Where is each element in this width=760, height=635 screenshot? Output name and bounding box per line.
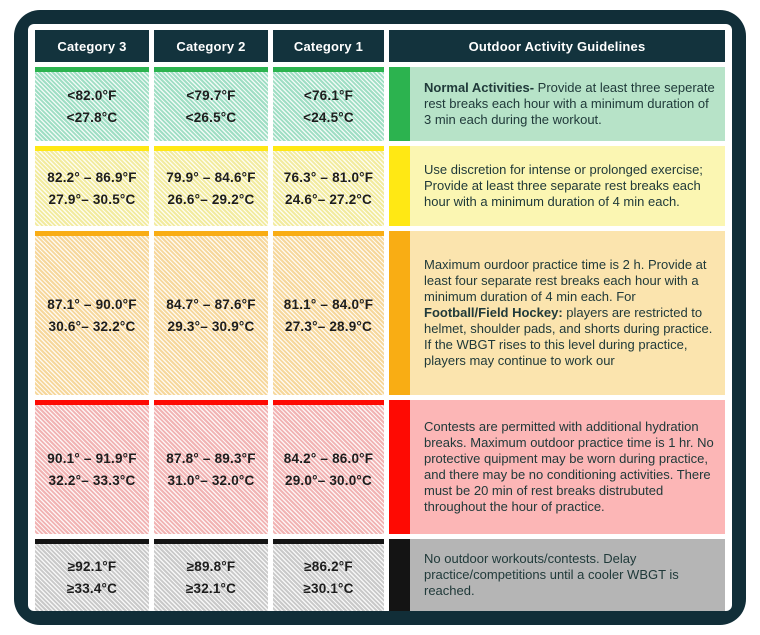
guideline-paragraph: Use discretion for intense or prolonged … [424,161,703,210]
guideline-cell-orange: Maximum ourdoor practice time is 2 h. Pr… [389,231,725,395]
temp-f: 79.9° – 84.6°F [166,169,256,185]
temp-c: 26.6°– 29.2°C [167,191,255,207]
wbgt-table: Category 3 Category 2 Category 1 Outdoor… [35,30,725,611]
temp-c: 30.6°– 32.2°C [48,318,136,334]
guideline-text-red: Contests are permitted with additional h… [410,400,725,534]
temp-f: 87.1° – 90.0°F [47,296,137,312]
header-category-3: Category 3 [35,30,149,62]
guideline-cell-red: Contests are permitted with additional h… [389,400,725,534]
guideline-text-black: No outdoor workouts/contests. Delay prac… [410,539,725,611]
temp-cell-orange-cat3: 87.1° – 90.0°F 30.6°– 32.2°C [35,231,149,395]
guideline-text-green: Normal Activities- Provide at least thre… [410,67,725,141]
header-category-2: Category 2 [154,30,268,62]
temp-f: ≥92.1°F [67,558,117,574]
guideline-paragraph: No outdoor workouts/contests. Delay prac… [424,550,679,599]
guideline-cell-black: No outdoor workouts/contests. Delay prac… [389,539,725,611]
temp-cell-green-cat3: <82.0°F <27.8°C [35,67,149,141]
guideline-paragraph: Maximum ourdoor practice time is 2 h. Pr… [424,256,713,369]
temp-cell-yellow-cat2: 79.9° – 84.6°F 26.6°– 29.2°C [154,146,268,226]
temp-cell-green-cat2: <79.7°F <26.5°C [154,67,268,141]
temp-cell-red-cat2: 87.8° – 89.3°F 31.0°– 32.0°C [154,400,268,534]
temp-f: <76.1°F [303,87,354,103]
temp-cell-yellow-cat3: 82.2° – 86.9°F 27.9°– 30.5°C [35,146,149,226]
temp-c: <27.8°C [66,109,118,125]
temp-cell-orange-cat1: 81.1° – 84.0°F 27.3°– 28.9°C [273,231,384,395]
temp-f: 76.3° – 81.0°F [283,169,374,185]
temp-cell-black-cat3: ≥92.1°F ≥33.4°C [35,539,149,611]
header-category-1: Category 1 [273,30,384,62]
temp-cell-black-cat1: ≥86.2°F ≥30.1°C [273,539,384,611]
severity-bar-orange [389,231,410,395]
temp-f: ≥89.8°F [186,558,236,574]
severity-bar-yellow [389,146,410,226]
temp-f: 90.1° – 91.9°F [47,450,137,466]
temp-c: <24.5°C [303,109,354,125]
temp-c: <26.5°C [185,109,237,125]
temp-f: ≥86.2°F [304,558,353,574]
header-guidelines: Outdoor Activity Guidelines [389,30,725,62]
table-panel: Category 3 Category 2 Category 1 Outdoor… [28,24,732,611]
temp-c: 27.3°– 28.9°C [285,318,372,334]
temp-f: 82.2° – 86.9°F [47,169,137,185]
temp-cell-black-cat2: ≥89.8°F ≥32.1°C [154,539,268,611]
guideline-paragraph: Contests are permitted with additional h… [424,418,714,515]
severity-bar-green [389,67,410,141]
temp-c: 31.0°– 32.0°C [167,472,255,488]
temp-c: 29.3°– 30.9°C [167,318,255,334]
guideline-text-yellow: Use discretion for intense or prolonged … [410,146,725,226]
temp-cell-green-cat1: <76.1°F <24.5°C [273,67,384,141]
temp-c: 29.0°– 30.0°C [285,472,372,488]
temp-f: <79.7°F [186,87,236,103]
guideline-text-orange: Maximum ourdoor practice time is 2 h. Pr… [410,231,725,395]
temp-c: 32.2°– 33.3°C [48,472,136,488]
temp-f: 84.7° – 87.6°F [166,296,256,312]
temp-cell-orange-cat2: 84.7° – 87.6°F 29.3°– 30.9°C [154,231,268,395]
temp-c: ≥33.4°C [66,580,118,596]
temp-c: ≥30.1°C [303,580,354,596]
temp-c: 24.6°– 27.2°C [285,191,372,207]
severity-bar-black [389,539,410,611]
temp-cell-red-cat1: 84.2° – 86.0°F 29.0°– 30.0°C [273,400,384,534]
guideline-cell-green: Normal Activities- Provide at least thre… [389,67,725,141]
guideline-cell-yellow: Use discretion for intense or prolonged … [389,146,725,226]
temp-f: 87.8° – 89.3°F [166,450,256,466]
guideline-paragraph: Normal Activities- Provide at least thre… [424,79,715,128]
wbgt-guidelines-card: Category 3 Category 2 Category 1 Outdoor… [14,10,746,625]
temp-f: <82.0°F [67,87,117,103]
severity-bar-red [389,400,410,534]
temp-c: ≥32.1°C [185,580,237,596]
temp-f: 81.1° – 84.0°F [283,296,374,312]
temp-c: 27.9°– 30.5°C [48,191,136,207]
temp-cell-red-cat3: 90.1° – 91.9°F 32.2°– 33.3°C [35,400,149,534]
temp-cell-yellow-cat1: 76.3° – 81.0°F 24.6°– 27.2°C [273,146,384,226]
temp-f: 84.2° – 86.0°F [283,450,374,466]
